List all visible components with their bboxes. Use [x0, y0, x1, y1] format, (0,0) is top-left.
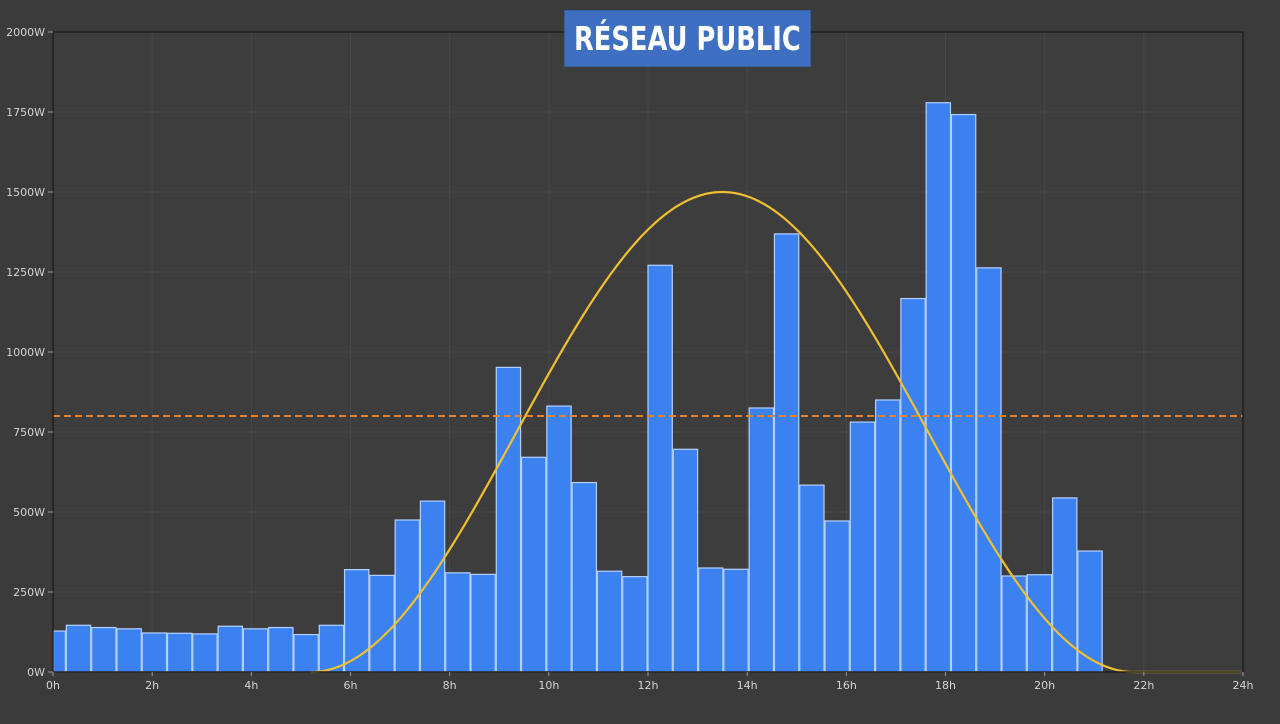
y-tick-label: 1250W — [6, 266, 45, 279]
y-tick-label: 1000W — [6, 346, 45, 359]
histogram-bar — [596, 570, 623, 673]
histogram-bar — [65, 624, 92, 673]
histogram-bar — [976, 267, 1002, 673]
histogram-bar — [268, 626, 294, 673]
histogram-bar — [1077, 550, 1103, 673]
x-tick-label: 10h — [538, 679, 559, 692]
histogram-bar — [445, 572, 471, 673]
histogram-bar — [799, 484, 825, 673]
chart-title: RÉSEAU PUBLIC — [574, 19, 801, 58]
x-tick-label: 12h — [638, 679, 659, 692]
y-tick-label: 250W — [13, 586, 45, 599]
histogram-bar — [242, 628, 269, 673]
histogram-bar — [697, 567, 724, 673]
x-tick-label: 20h — [1034, 679, 1055, 692]
histogram-bar — [394, 519, 421, 673]
solar-curve — [310, 190, 1243, 674]
x-tick-label: 24h — [1233, 679, 1254, 692]
x-tick-label: 22h — [1133, 679, 1154, 692]
y-tick-label: 0W — [27, 666, 45, 679]
histogram-bar — [52, 630, 66, 673]
chart-title-box: RÉSEAU PUBLIC — [565, 11, 810, 66]
histogram-bar — [116, 628, 142, 673]
histogram-bar — [141, 632, 168, 673]
histogram-bar — [91, 626, 117, 673]
histogram-bar — [900, 297, 926, 673]
x-tick-label: 18h — [935, 679, 956, 692]
x-tick-label: 0h — [46, 679, 60, 692]
histogram-bar — [1052, 497, 1078, 673]
y-tick-label: 1500W — [6, 186, 45, 199]
histogram-bar — [293, 633, 319, 673]
histogram-bar — [748, 407, 775, 673]
histogram-bar — [723, 568, 749, 673]
histogram-bar — [874, 399, 901, 673]
histogram-bar — [773, 233, 800, 673]
histogram-bar — [1001, 575, 1027, 673]
histogram-bar — [925, 102, 952, 673]
y-tick-label: 2000W — [6, 26, 45, 39]
x-axis: 0h 2h 4h 6h 8h 10h 12h 14h 16h 18h 20h 22h 24h — [46, 672, 1254, 692]
histogram-bar — [622, 576, 648, 673]
histogram-bar — [343, 568, 370, 673]
histogram-bar — [849, 421, 876, 673]
histogram-bar — [192, 633, 218, 673]
histogram-bar — [824, 520, 850, 673]
consumption-bars — [52, 102, 1103, 673]
histogram-bar — [318, 624, 345, 673]
x-tick-label: 4h — [244, 679, 258, 692]
histogram-bar — [571, 481, 598, 673]
y-tick-label: 500W — [13, 506, 45, 519]
x-tick-label: 2h — [145, 679, 159, 692]
histogram-bar — [470, 573, 496, 673]
histogram-bar — [369, 574, 395, 673]
x-tick-label: 14h — [737, 679, 758, 692]
histogram-bar — [166, 632, 193, 673]
histogram-bar — [950, 113, 977, 673]
histogram-bar — [495, 366, 522, 673]
histogram-bar — [520, 456, 547, 673]
histogram-bar — [546, 405, 572, 673]
y-axis: 0W 250W 500W 750W 1000W 1250W 1500W 1750W 2000W — [6, 26, 53, 679]
histogram-bar — [647, 264, 673, 673]
y-tick-label: 1750W — [6, 106, 45, 119]
x-tick-label: 16h — [836, 679, 857, 692]
histogram-bar — [672, 448, 699, 673]
histogram-bar — [217, 625, 244, 673]
x-tick-label: 6h — [344, 679, 358, 692]
x-tick-label: 8h — [443, 679, 457, 692]
y-tick-label: 750W — [13, 426, 45, 439]
